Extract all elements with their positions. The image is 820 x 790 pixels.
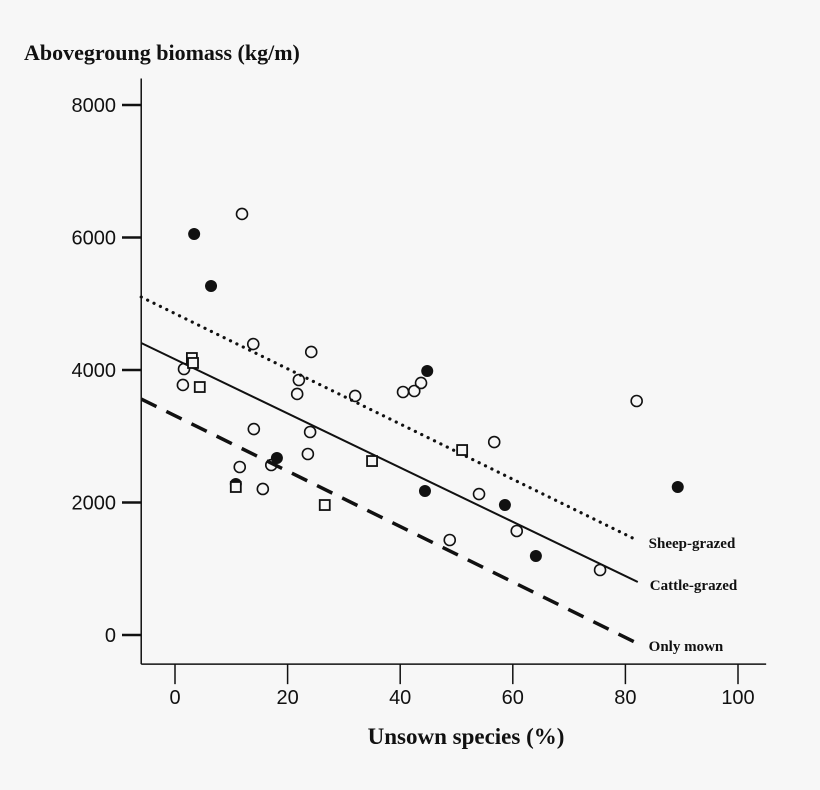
data-points bbox=[176, 207, 684, 577]
point-open-circle bbox=[235, 207, 249, 221]
fit-lines: Sheep-grazed Cattle-grazed Only mown bbox=[139, 295, 738, 655]
point-open-circle bbox=[176, 378, 190, 392]
point-open-circle bbox=[593, 563, 607, 577]
point-open-square bbox=[187, 357, 199, 369]
point-open-circle bbox=[256, 482, 270, 496]
axes: 0 2000 4000 6000 8000 0 20 40 60 80 100 bbox=[72, 78, 767, 709]
point-open-square bbox=[318, 499, 331, 511]
point-filled-circle bbox=[498, 499, 511, 512]
point-open-circle bbox=[407, 384, 421, 398]
point-filled-circle bbox=[671, 480, 684, 493]
x-tick-label: 80 bbox=[614, 687, 636, 709]
point-open-circle bbox=[246, 337, 260, 351]
point-filled-circle bbox=[421, 364, 434, 377]
x-tick-label: 20 bbox=[276, 687, 298, 709]
point-open-square bbox=[366, 455, 378, 467]
x-tick-label: 100 bbox=[721, 687, 754, 709]
point-filled-circle bbox=[270, 451, 283, 464]
sheep-grazed-line bbox=[139, 295, 639, 542]
x-axis-label: Unsown species (%) bbox=[368, 724, 565, 749]
only-mown-line bbox=[140, 397, 638, 645]
point-filled-circle bbox=[188, 227, 201, 240]
point-open-circle bbox=[247, 422, 261, 436]
sheep-grazed-label: Sheep-grazed bbox=[649, 536, 736, 552]
x-tick-label: 60 bbox=[502, 687, 524, 709]
y-tick-label: 6000 bbox=[72, 228, 117, 250]
point-open-square bbox=[456, 444, 469, 456]
y-tick-label: 4000 bbox=[72, 360, 117, 382]
point-open-circle bbox=[472, 487, 486, 501]
point-open-circle bbox=[396, 385, 410, 399]
point-open-circle bbox=[292, 373, 306, 387]
x-tick-label: 40 bbox=[389, 687, 411, 709]
point-open-circle bbox=[348, 389, 362, 403]
x-tick-label: 0 bbox=[169, 687, 180, 709]
point-open-circle bbox=[443, 533, 457, 547]
y-tick-label: 8000 bbox=[72, 95, 117, 117]
cattle-grazed-label: Cattle-grazed bbox=[650, 578, 738, 594]
cattle-grazed-line bbox=[140, 342, 639, 583]
point-open-circle bbox=[304, 345, 318, 359]
point-filled-circle bbox=[529, 550, 542, 563]
chart-title: Abovegroung biomass (kg/m) bbox=[24, 40, 300, 65]
point-open-square bbox=[193, 381, 206, 393]
point-filled-circle bbox=[418, 484, 431, 497]
y-tick-label: 2000 bbox=[72, 493, 117, 515]
point-open-square bbox=[229, 481, 242, 493]
point-open-circle bbox=[301, 447, 315, 461]
point-open-circle bbox=[233, 460, 247, 474]
point-open-circle bbox=[510, 524, 524, 538]
point-open-circle bbox=[414, 376, 428, 390]
point-open-circle bbox=[630, 394, 643, 408]
y-tick-label: 0 bbox=[105, 625, 116, 647]
only-mown-label: Only mown bbox=[649, 639, 724, 655]
point-open-circle bbox=[487, 435, 501, 449]
point-open-circle bbox=[177, 362, 191, 376]
point-filled-circle bbox=[205, 279, 218, 292]
point-open-circle bbox=[303, 425, 317, 439]
point-open-circle bbox=[290, 387, 304, 401]
